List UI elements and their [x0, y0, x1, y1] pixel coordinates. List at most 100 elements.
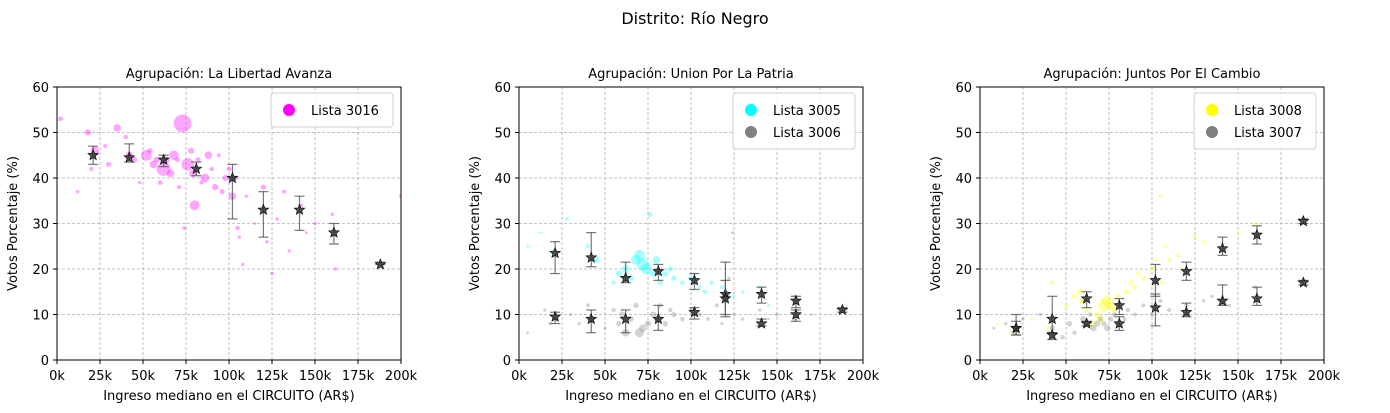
scatter-point [153, 156, 160, 163]
scatter-point [173, 114, 192, 133]
scatter-point [1175, 253, 1180, 258]
scatter-point [640, 263, 652, 275]
scatter-point [1158, 298, 1163, 303]
x-tick-label: 0k [49, 369, 65, 384]
scatter-point [611, 280, 616, 285]
mean-star [789, 294, 802, 306]
scatter-point [1132, 284, 1138, 290]
scatter-point [702, 289, 707, 294]
scatter-point [1106, 300, 1116, 310]
scatter-point [156, 161, 171, 176]
scatter-point [1038, 312, 1042, 317]
scatter-point [611, 307, 616, 313]
legend-box [1193, 92, 1317, 150]
scatter-point [1114, 293, 1121, 299]
scatter-point [1071, 293, 1078, 299]
scatter-point [577, 321, 581, 326]
mean-star [755, 287, 768, 300]
scatter-point [1076, 288, 1083, 295]
scatter-point [548, 321, 552, 326]
scatter-point [636, 258, 650, 271]
chart-panel-3: 0k 25k 50k 75k 100k 125k 150k 175k 200k 0 10 20 30 40… [929, 67, 1341, 404]
scatter-point [235, 225, 240, 231]
scatter-point [767, 317, 770, 321]
y-axis-label: Votos Porcentaje (%) [6, 156, 21, 291]
mean-star [1216, 242, 1229, 254]
scatter-point [222, 174, 229, 182]
mean-star [1250, 228, 1263, 240]
mean-star [1297, 276, 1310, 288]
x-axis-label: Ingreso mediano en el CIRCUITO (AR$) [103, 389, 355, 404]
mean-star [1046, 328, 1059, 341]
scatter-point [810, 313, 813, 316]
scatter-point [1093, 320, 1101, 327]
scatter-point [1149, 266, 1155, 272]
x-tick-label: 100k [675, 369, 708, 384]
mean-star [1080, 317, 1093, 329]
scatter-point [680, 316, 685, 322]
mean-star [1250, 292, 1263, 304]
scatter-point [616, 320, 622, 327]
scatter-point [1132, 312, 1137, 317]
scatter-point [147, 148, 153, 154]
scatter-point [657, 280, 663, 286]
x-tick-label: 25k [88, 369, 113, 384]
scatter-point [758, 308, 762, 312]
scatter-point [615, 270, 622, 277]
scatter-point [137, 180, 142, 185]
scatter-point [1009, 330, 1013, 335]
x-tick-label: 150k [761, 369, 794, 384]
mean-star [619, 271, 632, 284]
mean-star [585, 251, 598, 263]
scatter-point [727, 276, 731, 280]
x-axis-label: Ingreso mediano en el CIRCUITO (AR$) [1026, 389, 1278, 404]
mean-star [327, 226, 340, 238]
scatter-point [1167, 257, 1172, 262]
legend-marker [1206, 126, 1218, 138]
x-tick-label: 175k [804, 369, 837, 384]
scatter-point [169, 150, 179, 160]
x-tick-label: 100k [213, 369, 246, 384]
x-tick-label: 0k [511, 369, 527, 384]
x-tick-label: 75k [1097, 369, 1122, 384]
scatter-point [697, 285, 702, 290]
x-tick-label: 50k [131, 369, 156, 384]
mean-star [190, 162, 203, 175]
scatter-point [58, 116, 63, 122]
scatter-point [1090, 325, 1097, 332]
scatter-point [1084, 307, 1090, 313]
legend-marker [1206, 104, 1218, 116]
scatter-point [189, 200, 200, 211]
data-layer [526, 211, 863, 338]
scatter-point [647, 211, 653, 218]
mean-star [1149, 301, 1162, 313]
scatter-point [105, 161, 112, 167]
scatter-point [1050, 280, 1055, 285]
scatter-point [1136, 271, 1141, 276]
chart-panel-1: 0k 25k 50k 75k 100k 125k 150k 175k 200k 0 10 20 30 40… [6, 67, 418, 404]
y-tick-label: 0 [503, 354, 511, 369]
scatter-point [113, 124, 122, 132]
x-tick-label: 175k [342, 369, 375, 384]
scatter-point [200, 173, 210, 183]
x-tick-label: 75k [636, 369, 661, 384]
x-tick-label: 200k [385, 369, 418, 384]
mean-star [652, 312, 665, 325]
y-axis-label: Votos Porcentaje (%) [929, 156, 944, 291]
scatter-point [141, 149, 152, 161]
mean-star [257, 203, 270, 215]
scatter-point [714, 303, 719, 308]
legend-marker [283, 104, 295, 116]
y-tick-label: 40 [32, 172, 49, 187]
y-tick-label: 60 [32, 81, 49, 96]
y-tick-label: 30 [32, 218, 49, 233]
scatter-point [1097, 299, 1111, 312]
mean-star [1180, 264, 1193, 277]
scatter-point [1123, 288, 1130, 295]
scatter-point [131, 156, 138, 163]
mean-star [688, 305, 701, 318]
scatter-point [720, 321, 724, 326]
scatter-point [1096, 315, 1105, 323]
scatter-point [1201, 299, 1206, 303]
